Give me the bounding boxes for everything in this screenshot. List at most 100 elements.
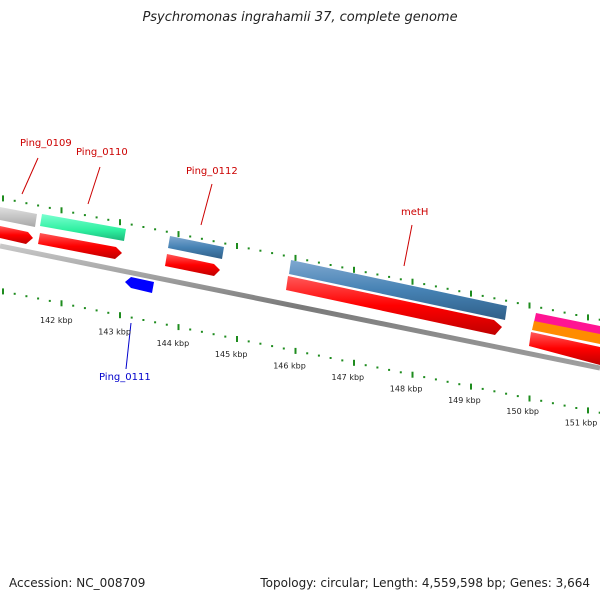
tick-minor	[481, 387, 484, 390]
tick-minor	[458, 290, 461, 293]
tick-minor	[224, 335, 227, 338]
tick-minor	[37, 204, 40, 207]
features-forward	[0, 207, 600, 344]
orange-feature[interactable]	[532, 321, 600, 344]
tick-minor	[317, 354, 320, 357]
tick-minor	[446, 287, 449, 290]
ruler-label: 144 kbp	[157, 339, 190, 348]
tick-minor	[423, 283, 426, 286]
ruler-label: 143 kbp	[98, 327, 131, 336]
tick-major	[177, 231, 180, 238]
tick-major	[236, 243, 238, 249]
tick-major	[353, 359, 355, 366]
tick-minor	[329, 264, 332, 266]
tick-minor	[551, 309, 554, 312]
tick-minor	[458, 383, 461, 386]
tick-minor	[505, 299, 508, 302]
tick-minor	[493, 390, 496, 393]
tick-minor	[423, 376, 426, 379]
tick-minor	[154, 321, 157, 324]
tick-minor	[376, 366, 379, 369]
tick-minor	[364, 271, 367, 274]
tick-minor	[107, 311, 110, 314]
tick-minor	[306, 352, 309, 355]
tick-minor	[13, 292, 16, 295]
tick-minor	[563, 311, 566, 314]
tick-major	[60, 207, 63, 214]
tick-minor	[142, 319, 145, 321]
ruler-label: 142 kbp	[40, 316, 73, 325]
gene-ping-0111-box[interactable]	[125, 277, 154, 293]
tick-minor	[493, 297, 496, 300]
cds-arrow[interactable]	[38, 233, 122, 259]
tick-major	[177, 324, 180, 331]
cds-arrow[interactable]	[165, 254, 220, 276]
tick-minor	[271, 252, 274, 255]
gene-ping-0112-box[interactable]	[168, 236, 224, 259]
teal-feature[interactable]	[40, 214, 126, 241]
tick-minor	[388, 275, 391, 278]
gene-label-ping-0111: Ping_0111	[99, 372, 151, 383]
genome-backbone	[0, 243, 600, 371]
tick-minor	[72, 304, 75, 307]
tick-major	[587, 407, 589, 414]
tick-minor	[282, 254, 285, 257]
gray-feature[interactable]	[0, 207, 37, 227]
tick-minor	[563, 404, 566, 407]
tick-major	[2, 195, 4, 202]
tick-major	[60, 300, 63, 307]
tick-major	[353, 266, 355, 273]
tick-minor	[317, 261, 320, 264]
leader-line	[21, 157, 39, 195]
tick-minor	[189, 235, 192, 238]
tick-major	[528, 302, 531, 309]
gene-label-ping-0109: Ping_0109	[20, 138, 72, 149]
tick-minor	[399, 278, 402, 281]
tick-minor	[83, 307, 86, 310]
cds-arrow[interactable]	[286, 276, 502, 335]
tick-minor	[516, 302, 519, 305]
accession-text: Accession: NC_008709	[9, 576, 146, 590]
outer-tick-marks	[2, 195, 600, 321]
tick-minor	[598, 411, 600, 414]
tick-major	[119, 312, 121, 319]
tick-minor	[446, 380, 449, 383]
tick-minor	[540, 306, 543, 309]
map-title: Psychromonas ingrahamii 37, complete gen…	[142, 10, 458, 25]
magenta-feature[interactable]	[534, 313, 600, 336]
tick-minor	[212, 333, 215, 336]
tick-minor	[271, 345, 274, 348]
leader-line	[125, 322, 132, 370]
leader-line	[87, 166, 101, 205]
leader-line	[403, 224, 413, 267]
ruler-label: 149 kbp	[448, 396, 481, 405]
gene-meth-box[interactable]	[289, 260, 507, 320]
tick-major	[470, 290, 472, 297]
tick-minor	[95, 216, 98, 219]
tick-minor	[130, 223, 133, 226]
tick-minor	[434, 285, 437, 288]
tick-major	[236, 336, 238, 342]
tick-minor	[107, 218, 110, 221]
tick-minor	[516, 395, 519, 398]
tick-minor	[212, 240, 215, 243]
tick-minor	[165, 323, 168, 326]
tick-minor	[388, 368, 391, 371]
tick-minor	[48, 206, 51, 209]
tick-minor	[48, 299, 51, 302]
ruler-label: 151 kbp	[565, 419, 598, 428]
tick-major	[2, 288, 4, 295]
tick-minor	[259, 249, 262, 252]
tick-minor	[329, 357, 332, 359]
tick-minor	[259, 342, 262, 345]
tick-minor	[575, 407, 578, 409]
cds-arrow[interactable]	[0, 226, 33, 244]
gene-label-meth: metH	[401, 207, 428, 218]
tick-minor	[540, 399, 543, 402]
cds-arrow[interactable]	[529, 332, 600, 365]
tick-minor	[200, 330, 203, 333]
features-cds	[0, 226, 600, 365]
tick-minor	[341, 359, 344, 362]
tick-minor	[598, 318, 600, 321]
tick-minor	[142, 226, 145, 228]
